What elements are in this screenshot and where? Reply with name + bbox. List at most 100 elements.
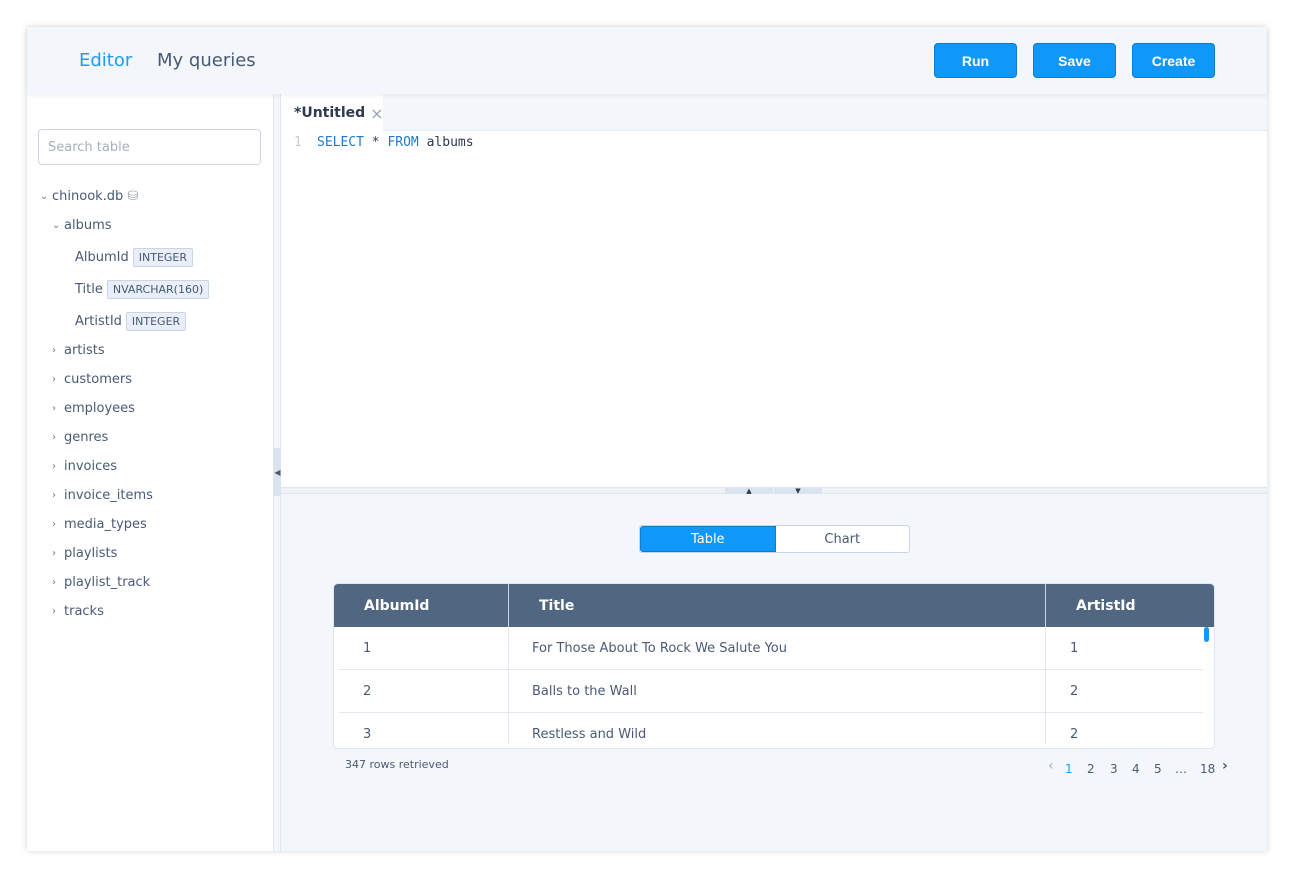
expand-down-icon[interactable]: ▼ [774,488,822,495]
expand-up-icon[interactable]: ▲ [725,488,773,495]
table-cell: For Those About To Rock We Salute You [532,641,788,656]
chevron-right-icon: › [52,548,56,559]
tab-untitled[interactable]: *Untitled × [281,94,384,132]
type-badge: INTEGER [125,312,187,331]
pagination-page[interactable]: 2 [1087,762,1095,776]
tree-table-invoice_items[interactable]: › invoice_items [52,488,153,503]
tree-column[interactable]: Title NVARCHAR(160) [75,280,210,299]
table-row[interactable]: 1 For Those About To Rock We Salute You 1 [339,627,1203,670]
keyword: SELECT [317,135,364,150]
chevron-right-icon: › [52,345,56,356]
chevron-down-icon: ⌄ [52,220,61,231]
tab-label: *Untitled [294,105,366,121]
tab-bar: *Untitled × [281,94,1267,132]
table-cell: 2 [1070,727,1079,742]
collapse-sidebar-icon[interactable]: ◀ [274,448,281,496]
database-name: chinook.db [52,189,124,204]
sidebar-splitter[interactable]: ◀ [273,94,281,851]
tree-column[interactable]: AlbumId INTEGER [75,248,194,267]
chevron-right-icon: › [52,577,56,588]
table-name: tracks [64,604,104,619]
table-name: employees [64,401,135,416]
table-name: customers [64,372,132,387]
tree-table-playlists[interactable]: › playlists [52,546,117,561]
table-name: artists [64,343,105,358]
tree-table-invoices[interactable]: › invoices [52,459,117,474]
table-view-button[interactable]: Table [640,526,776,552]
tree-column[interactable]: ArtistId INTEGER [75,312,187,331]
code-token: albums [418,135,474,150]
column-name: AlbumId [75,250,129,265]
pagination-next-icon[interactable]: › [1222,758,1228,774]
table-cell: 3 [363,727,372,742]
tree-table-employees[interactable]: › employees [52,401,135,416]
app-window: Editor My queries Run Save Create ⌄chino… [27,27,1267,851]
pagination-page[interactable]: 3 [1110,762,1118,776]
close-icon[interactable]: × [370,103,384,123]
tree-table-genres[interactable]: › genres [52,430,108,445]
view-toggle: Table Chart [639,525,910,553]
pagination-page[interactable]: … [1175,762,1187,776]
table-name: genres [64,430,109,445]
column-name: Title [75,282,103,297]
column-divider [508,627,509,744]
tree-table-customers[interactable]: › customers [52,372,132,387]
save-button[interactable]: Save [1033,43,1116,78]
chevron-right-icon: › [52,403,56,414]
column-header[interactable]: Title [508,584,1045,627]
editor-resizer[interactable]: ▲ ▼ [281,487,1267,495]
run-button[interactable]: Run [934,43,1017,78]
search-table-input[interactable] [38,129,261,165]
nav-my-queries[interactable]: My queries [157,50,256,71]
table-cell: Restless and Wild [532,727,647,742]
results-table: AlbumId Title ArtistId 1 For Those About … [333,583,1215,749]
table-cell: Balls to the Wall [532,684,637,699]
table-row[interactable]: 3 Restless and Wild 2 [339,713,1203,748]
database-icon: ⛁ [127,189,139,204]
create-button[interactable]: Create [1132,43,1215,78]
pagination-page[interactable]: 18 [1200,762,1216,776]
type-badge: INTEGER [132,248,194,267]
column-name: ArtistId [75,314,122,329]
type-badge: NVARCHAR(160) [106,280,210,299]
column-header[interactable]: AlbumId [364,597,430,614]
code-token: * [363,135,388,150]
scrollbar[interactable] [1204,627,1209,642]
pagination-page[interactable]: 5 [1154,762,1162,776]
header: Editor My queries Run Save Create [27,27,1267,94]
sql-editor[interactable]: 1 SELECT * FROM albums [281,131,1267,487]
tree-table-tracks[interactable]: › tracks [52,604,104,619]
column-divider [1045,627,1046,744]
tree-table-playlist_track[interactable]: › playlist_track [52,575,150,590]
pagination-page[interactable]: 1 [1065,762,1073,776]
table-cell: 1 [363,641,372,656]
tree-table-albums[interactable]: ⌄ albums [52,218,112,233]
table-cell: 1 [1070,641,1079,656]
table-name: playlists [64,546,118,561]
main-panel: *Untitled × 1 SELECT * FROM albums ▲ ▼ Ta… [281,94,1267,851]
nav-editor[interactable]: Editor [79,50,133,71]
line-number: 1 [294,135,302,150]
table-name: playlist_track [64,575,151,590]
chevron-right-icon: › [52,461,56,472]
pagination-page[interactable]: 4 [1132,762,1140,776]
table-cell: 2 [1070,684,1079,699]
table-name: media_types [64,517,147,532]
chart-view-button[interactable]: Chart [824,531,861,547]
chevron-right-icon: › [52,606,56,617]
chevron-right-icon: › [52,490,56,501]
table-row[interactable]: 2 Balls to the Wall 2 [339,670,1203,713]
chevron-down-icon: ⌄ [40,191,49,202]
keyword: FROM [387,135,419,150]
column-header[interactable]: ArtistId [1045,584,1214,627]
table-cell: 2 [363,684,372,699]
tree-table-artists[interactable]: › artists [52,343,105,358]
table-name: invoices [64,459,118,474]
table-name: albums [64,218,112,233]
table-header: AlbumId Title ArtistId [334,584,1214,627]
chevron-right-icon: › [52,432,56,443]
pagination-prev-icon[interactable]: ‹ [1048,758,1054,774]
tree-table-media_types[interactable]: › media_types [52,517,147,532]
tree-database[interactable]: ⌄ chinook.db ⛁ [40,189,138,204]
